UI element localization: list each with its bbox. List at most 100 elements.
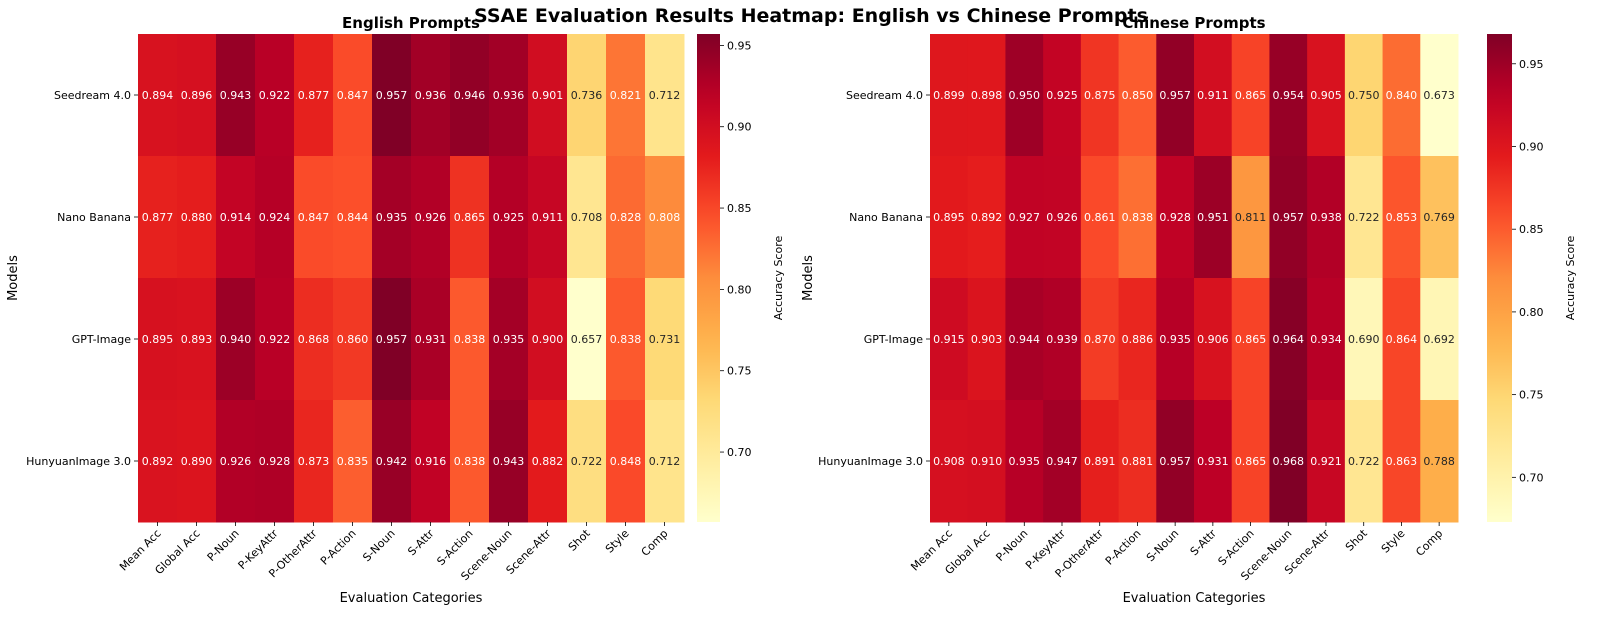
cell-value-label: 0.877: [298, 89, 330, 102]
heatmap-cell: [528, 278, 568, 401]
y-tick-label: GPT-Image: [72, 333, 132, 346]
cell-value-label: 0.808: [649, 211, 681, 224]
cell-value-label: 0.926: [415, 211, 447, 224]
cell-value-label: 0.925: [493, 211, 525, 224]
cell-value-label: 0.847: [298, 211, 330, 224]
heatmap-cell: [216, 400, 256, 523]
heatmap-cell: [1382, 278, 1421, 401]
heatmap-cell: [567, 400, 607, 523]
cell-value-label: 0.935: [1159, 333, 1191, 346]
cell-value-label: 0.811: [1235, 211, 1267, 224]
heatmap-cell: [1307, 156, 1346, 279]
cell-value-label: 0.935: [493, 333, 525, 346]
figure-title: SSAE Evaluation Results Heatmap: English…: [474, 5, 1148, 27]
panel-title: Chinese Prompts: [1122, 14, 1265, 32]
heatmap-cell: [606, 34, 646, 157]
heatmap-cell: [255, 156, 295, 279]
cell-value-label: 0.916: [415, 455, 447, 468]
heatmap-cell: [1005, 156, 1044, 279]
cell-value-label: 0.722: [571, 455, 603, 468]
cell-value-label: 0.957: [1159, 455, 1191, 468]
cell-value-label: 0.657: [571, 333, 603, 346]
cell-value-label: 0.838: [1122, 211, 1154, 224]
heatmap-cell: [138, 34, 178, 157]
cell-value-label: 0.692: [1423, 333, 1455, 346]
heatmap-cell: [177, 34, 217, 157]
cell-value-label: 0.853: [1386, 211, 1418, 224]
x-tick-label: Shot: [1343, 526, 1370, 553]
cell-value-label: 0.943: [220, 89, 252, 102]
cell-value-label: 0.722: [1348, 455, 1380, 468]
heatmap-cell: [1194, 34, 1233, 157]
heatmap-cell: [411, 400, 451, 523]
heatmap-cell: [333, 278, 373, 401]
cell-value-label: 0.921: [1310, 455, 1342, 468]
heatmap-cell: [138, 400, 178, 523]
colorbar-tick-label: 0.90: [727, 121, 752, 134]
cell-value-label: 0.900: [532, 333, 564, 346]
heatmap-cell: [1080, 34, 1120, 157]
cell-value-label: 0.939: [1046, 333, 1078, 346]
heatmap-cell: [528, 156, 568, 279]
cell-value-label: 0.931: [415, 333, 447, 346]
x-tick-label: S-Attr: [405, 527, 437, 559]
heatmap-cell: [450, 278, 490, 401]
heatmap-cell: [372, 278, 412, 401]
heatmap-cell: [930, 156, 969, 279]
heatmap-cell: [372, 400, 412, 523]
cell-value-label: 0.914: [220, 211, 252, 224]
y-tick-label: Seedream 4.0: [54, 89, 131, 102]
heatmap-cell: [138, 156, 178, 279]
cell-value-label: 0.927: [1009, 211, 1041, 224]
heatmap-cell: [1194, 278, 1233, 401]
x-tick-label: S-Attr: [1188, 527, 1220, 559]
cell-value-label: 0.848: [610, 455, 642, 468]
heatmap-cell: [1231, 400, 1270, 523]
heatmap-cell: [645, 156, 685, 279]
cell-value-label: 0.911: [1197, 89, 1229, 102]
cell-value-label: 0.865: [1235, 455, 1267, 468]
heatmap-cell: [1231, 278, 1270, 401]
heatmap-cell: [1269, 278, 1308, 401]
cell-value-label: 0.911: [532, 211, 564, 224]
heatmap-cell: [216, 156, 256, 279]
heatmap-cell: [138, 278, 178, 401]
cell-value-label: 0.769: [1423, 211, 1455, 224]
cell-value-label: 0.895: [142, 333, 174, 346]
x-tick-label: Comp: [639, 527, 671, 559]
heatmap-cell: [930, 278, 969, 401]
heatmap-cell: [294, 156, 334, 279]
heatmap-cell: [450, 156, 490, 279]
heatmap-cell: [489, 278, 529, 401]
colorbar: [1487, 34, 1512, 522]
cell-value-label: 0.940: [220, 333, 252, 346]
heatmap-cell: [528, 400, 568, 523]
cell-value-label: 0.750: [1348, 89, 1380, 102]
heatmap-cell: [294, 34, 334, 157]
x-tick-label: P-Action: [318, 527, 359, 568]
heatmap-cell: [489, 34, 529, 157]
heatmap-cell: [450, 34, 490, 157]
heatmap-cell: [1231, 34, 1270, 157]
cell-value-label: 0.881: [1122, 455, 1154, 468]
cell-value-label: 0.935: [376, 211, 408, 224]
heatmap-cell: [645, 34, 685, 157]
cell-value-label: 0.865: [1235, 333, 1267, 346]
colorbar-tick-label: 0.95: [727, 39, 752, 52]
x-axis-label: Evaluation Categories: [340, 591, 483, 606]
cell-value-label: 0.788: [1423, 455, 1455, 468]
heatmap-cell: [606, 156, 646, 279]
heatmap-cell: [489, 156, 529, 279]
cell-value-label: 0.821: [610, 89, 642, 102]
heatmap-cell: [1420, 278, 1459, 401]
heatmap-cell: [1269, 156, 1308, 279]
cell-value-label: 0.938: [1310, 211, 1342, 224]
heatmap-cell: [372, 156, 412, 279]
x-tick-label: P-Action: [1103, 527, 1144, 568]
cell-value-label: 0.736: [571, 89, 603, 102]
colorbar-tick-label: 0.85: [727, 202, 752, 215]
cell-value-label: 0.957: [376, 89, 408, 102]
y-axis-label: Models: [6, 255, 21, 301]
cell-value-label: 0.964: [1273, 333, 1305, 346]
